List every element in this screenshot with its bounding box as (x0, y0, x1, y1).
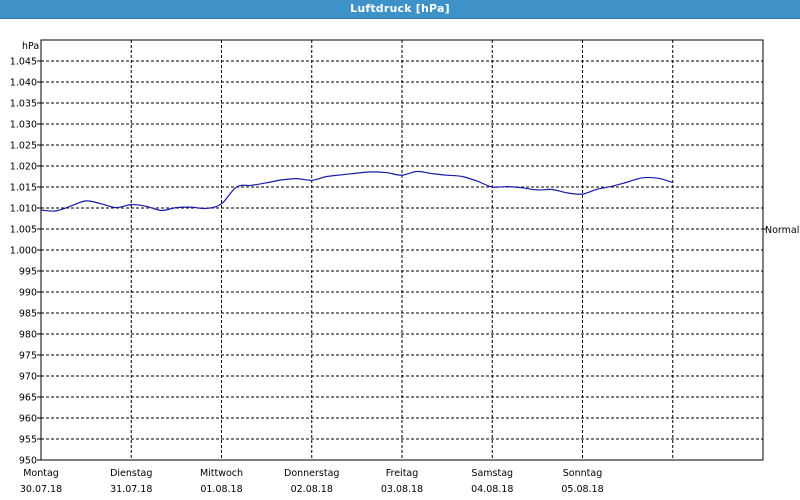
pressure-data-point (311, 180, 312, 181)
pressure-data-point (371, 171, 372, 172)
pressure-data-point (70, 205, 71, 206)
pressure-data-point (386, 172, 387, 173)
x-tick-date-label: 30.07.18 (20, 484, 62, 495)
pressure-data-point (642, 177, 643, 178)
x-tick-date-label: 04.08.18 (471, 484, 513, 495)
y-tick-label: 1.015 (10, 183, 37, 194)
pressure-data-point (206, 208, 207, 209)
pressure-data-point (40, 210, 41, 211)
pressure-data-point (86, 200, 87, 201)
pressure-data-point (176, 207, 177, 208)
x-tick-date-label: 05.08.18 (561, 484, 603, 495)
pressure-data-point (492, 186, 493, 187)
x-tick-day-label: Mittwoch (200, 468, 243, 479)
pressure-data-point (567, 192, 568, 193)
y-tick-label: 960 (19, 414, 37, 425)
y-tick-label: 1.025 (10, 141, 37, 152)
pressure-data-point (582, 194, 583, 195)
pressure-data-point (221, 203, 222, 204)
pressure-data-point (326, 176, 327, 177)
y-tick-label: 980 (19, 330, 37, 341)
pressure-data-point (341, 174, 342, 175)
x-tick-day-label: Samstag (471, 468, 513, 479)
x-tick-day-label: Freitag (386, 468, 419, 479)
x-tick-day-label: Dienstag (110, 468, 152, 479)
pressure-data-point (101, 203, 102, 204)
y-tick-label: 1.040 (10, 78, 37, 89)
pressure-data-point (161, 210, 162, 211)
pressure-series-line (40, 170, 673, 212)
x-tick-date-label: 03.08.18 (381, 484, 423, 495)
x-axis-ticks: Montag 30.07.18 Dienstag 31.07.18 Mittwoch 01… (20, 468, 604, 495)
y-tick-label: 950 (19, 456, 37, 467)
x-tick-date-label: 02.08.18 (291, 484, 333, 495)
y-tick-label: 1.000 (10, 246, 37, 257)
chart-title: Luftdruck [hPa] (350, 2, 450, 15)
pressure-data-point (507, 186, 508, 187)
pressure-data-point (657, 178, 658, 179)
pressure-data-point (431, 173, 432, 174)
x-tick-day-label: Sonntag (563, 468, 602, 479)
pressure-data-point (236, 186, 237, 187)
y-tick-label: 1.045 (10, 57, 37, 68)
pressure-data-point (537, 189, 538, 190)
y-axis-label: hPa (22, 41, 39, 52)
pressure-data-point (447, 175, 448, 176)
pressure-data-point (281, 179, 282, 180)
x-tick-date-label: 31.07.18 (110, 484, 152, 495)
pressure-data-point (522, 187, 523, 188)
series-layer (40, 170, 673, 212)
pressure-data-point (191, 207, 192, 208)
y-tick-label: 1.010 (10, 204, 37, 215)
y-tick-label: 1.005 (10, 225, 37, 236)
pressure-data-point (356, 173, 357, 174)
y-tick-label: 985 (19, 309, 37, 320)
y-tick-label: 970 (19, 372, 37, 383)
normal-annotation-label: Normal (765, 225, 799, 236)
pressure-data-point (251, 185, 252, 186)
title-bar: Luftdruck [hPa] (0, 0, 800, 19)
pressure-data-point (266, 182, 267, 183)
y-tick-label: 990 (19, 288, 37, 299)
y-tick-label: 955 (19, 435, 37, 446)
pressure-data-point (672, 182, 673, 183)
pressure-data-point (131, 204, 132, 205)
pressure-data-point (55, 210, 56, 211)
pressure-data-point (462, 176, 463, 177)
y-tick-label: 1.020 (10, 162, 37, 173)
y-axis-ticks: 950 955 960 965 970 975 980 985 990 995 1.000 1.005… (10, 57, 41, 467)
y-tick-label: 965 (19, 393, 37, 404)
y-tick-label: 995 (19, 267, 37, 278)
pressure-data-point (627, 181, 628, 182)
pressure-data-point (552, 189, 553, 190)
y-tick-label: 1.035 (10, 99, 37, 110)
x-tick-date-label: 01.08.18 (200, 484, 242, 495)
grid (41, 40, 766, 460)
pressure-data-point (416, 171, 417, 172)
x-tick-day-label: Donnerstag (284, 468, 339, 479)
pressure-data-point (146, 206, 147, 207)
y-tick-label: 975 (19, 351, 37, 362)
pressure-data-point (401, 175, 402, 176)
y-tick-label: 1.030 (10, 120, 37, 131)
x-tick-day-label: Montag (23, 468, 59, 479)
pressure-data-point (296, 178, 297, 179)
pressure-data-point (597, 189, 598, 190)
pressure-data-point (477, 181, 478, 182)
pressure-data-point (116, 207, 117, 208)
pressure-data-point (612, 186, 613, 187)
